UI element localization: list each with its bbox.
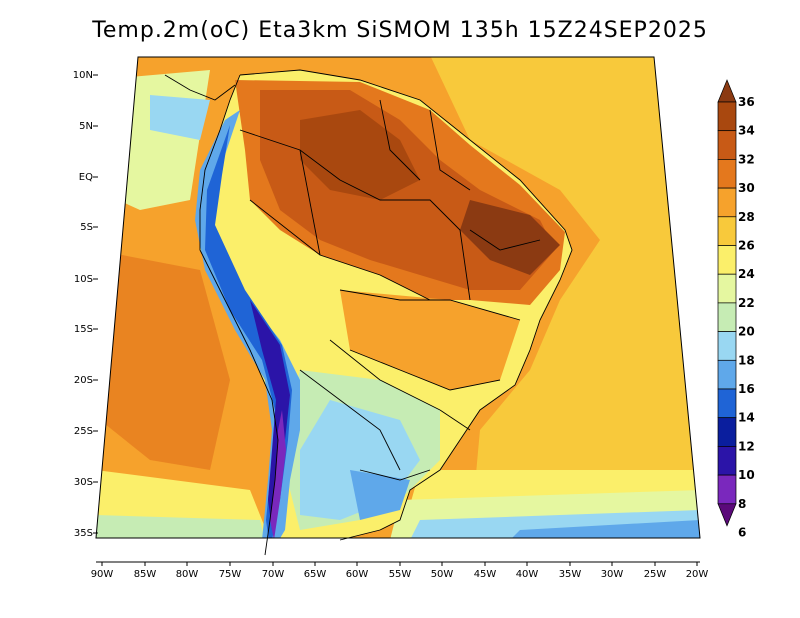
colorbar-label: 26: [738, 239, 755, 253]
lon-label: 35W: [559, 569, 582, 580]
colorbar-swatch: [717, 273, 737, 304]
lat-label: 15S: [74, 324, 93, 335]
colorbar-swatch: [717, 159, 737, 189]
colorbar-swatch: [717, 388, 737, 419]
colorbar-label: 6: [738, 526, 746, 540]
latitude-ticks: [93, 74, 98, 534]
lon-label: 55W: [389, 569, 412, 580]
lon-label: 70W: [262, 569, 285, 580]
colorbar-swatch: [717, 101, 737, 132]
lon-label: 40W: [516, 569, 539, 580]
lat-label: 20S: [74, 375, 93, 386]
lon-label: 50W: [431, 569, 454, 580]
colorbar-label: 24: [738, 267, 755, 281]
lon-label: 25W: [644, 569, 667, 580]
colorbar-label: 8: [738, 497, 746, 511]
lon-label: 90W: [91, 569, 114, 580]
colorbar-label: 30: [738, 181, 755, 195]
colorbar-label: 36: [738, 95, 755, 109]
lat-label: 10N: [73, 70, 93, 81]
lon-label: 75W: [219, 569, 242, 580]
map-frame: [95, 56, 701, 539]
lon-label: 85W: [134, 569, 157, 580]
colorbar-label: 16: [738, 382, 755, 396]
colorbar-swatch: [717, 417, 737, 447]
colorbar-label: 28: [738, 210, 755, 224]
longitude-ticks: [101, 562, 698, 566]
lon-label: 65W: [304, 569, 327, 580]
lat-label: EQ: [79, 172, 93, 183]
colorbar-label: 20: [738, 325, 755, 339]
lon-label: 60W: [346, 569, 369, 580]
map-title: Temp.2m(oC) Eta3km SiSMOM 135h 15Z24SEP2…: [92, 18, 708, 43]
colorbar-swatch-top: [717, 79, 737, 103]
colorbar-label: 32: [738, 152, 755, 166]
colorbar-swatch: [717, 216, 737, 246]
lon-label: 45W: [474, 569, 497, 580]
colorbar-swatch: [717, 187, 737, 218]
lon-label: 20W: [686, 569, 709, 580]
colorbar-swatch: [717, 130, 737, 160]
lat-label: 10S: [74, 274, 93, 285]
lat-label: 5N: [79, 121, 93, 132]
longitude-axis: 90W 85W 80W 75W 70W 65W 60W 55W 50W 45W …: [91, 561, 709, 580]
lon-label: 30W: [601, 569, 624, 580]
colorbar: 36 34 32 30 28 26 24 22 20 18 16 14 12 10 8 6: [717, 79, 755, 540]
colorbar-label: 12: [738, 439, 755, 453]
colorbar-swatch-bottom: [717, 503, 737, 527]
colorbar-label: 18: [738, 353, 755, 367]
lat-label: 25S: [74, 426, 93, 437]
colorbar-label: 34: [738, 124, 755, 138]
map-field: [96, 57, 700, 538]
latitude-axis: 10N 5N EQ 5S 10S 15S 20S 25S 30S 35S: [73, 70, 93, 539]
colorbar-swatch: [717, 331, 737, 361]
lat-label: 35S: [74, 528, 93, 539]
colorbar-label: 10: [738, 468, 755, 482]
colorbar-swatch: [717, 359, 737, 390]
colorbar-swatch: [717, 474, 737, 505]
lon-label: 80W: [176, 569, 199, 580]
lat-label: 5S: [80, 222, 93, 233]
colorbar-swatch: [717, 302, 737, 332]
colorbar-swatch: [717, 446, 737, 476]
colorbar-label: 22: [738, 296, 755, 310]
colorbar-swatch: [717, 245, 737, 275]
country-borders: [164, 69, 573, 556]
lat-label: 30S: [74, 477, 93, 488]
colorbar-label: 14: [738, 411, 755, 425]
